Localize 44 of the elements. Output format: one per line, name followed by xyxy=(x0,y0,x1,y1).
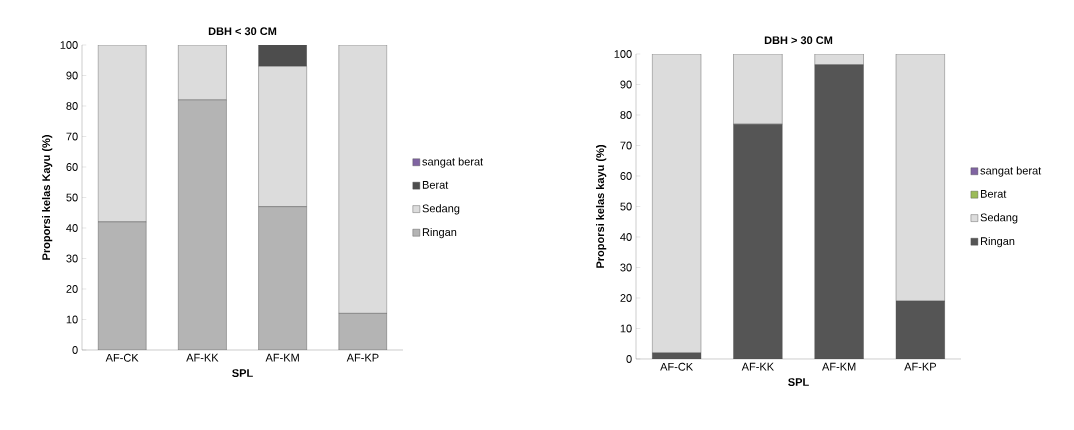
y-tick-label: 10 xyxy=(66,315,78,324)
y-tick-label: 60 xyxy=(66,163,78,171)
x-tick-label: AF-KK xyxy=(186,353,219,362)
y-tick-label: 100 xyxy=(60,41,78,49)
x-tick-label: AF-CK xyxy=(105,353,139,362)
x-tick-label: AF-KP xyxy=(346,353,379,362)
y-tick-label: 30 xyxy=(620,263,632,272)
y-tick-label: 50 xyxy=(620,202,632,211)
x-axis-title: SPL xyxy=(232,369,253,377)
legend-label: Sedang xyxy=(422,204,460,215)
y-tick-label: 60 xyxy=(620,172,632,180)
y-tick-label: 0 xyxy=(72,346,78,354)
x-tick-label: AF-KK xyxy=(741,362,774,371)
y-tick-label: 90 xyxy=(66,71,78,80)
y-tick-label: 30 xyxy=(66,254,78,263)
y-tick-label: 90 xyxy=(620,80,632,89)
y-tick-label: 70 xyxy=(66,132,78,141)
y-tick-label: 20 xyxy=(620,294,632,302)
legend-label: sangat berat xyxy=(422,157,484,168)
x-tick-label: AF-KM xyxy=(822,362,856,371)
y-axis-title: Proporsi kelas Kayu (%) xyxy=(42,135,53,260)
chart-title: DBH > 30 CM xyxy=(764,36,833,45)
y-tick-label: 10 xyxy=(620,324,632,333)
x-tick-label: AF-KP xyxy=(904,362,936,371)
legend-label: Ringan xyxy=(422,227,457,239)
y-tick-label: 20 xyxy=(66,285,78,293)
y-tick-label: 70 xyxy=(620,141,632,150)
y-tick-label: 80 xyxy=(66,102,78,110)
y-tick-label: 50 xyxy=(66,193,78,202)
x-axis-title: SPL xyxy=(788,378,809,386)
legend-label: Sedang xyxy=(980,213,1018,224)
legend-label: Berat xyxy=(422,181,449,189)
y-tick-label: 40 xyxy=(620,233,632,241)
legend-label: Ringan xyxy=(981,236,1015,248)
y-tick-label: 40 xyxy=(66,224,78,232)
y-tick-label: 0 xyxy=(626,355,632,363)
x-tick-label: AF-KM xyxy=(265,353,299,362)
x-tick-label: AF-CK xyxy=(660,362,693,371)
y-tick-label: 80 xyxy=(620,111,632,119)
legend-label: Berat xyxy=(981,190,1007,198)
y-tick-label: 100 xyxy=(614,50,632,58)
legend-label: sangat berat xyxy=(980,166,1042,177)
chart-title: DBH < 30 CM xyxy=(208,27,277,36)
y-axis-title: Proporsi kelas kayu (%) xyxy=(596,144,607,268)
